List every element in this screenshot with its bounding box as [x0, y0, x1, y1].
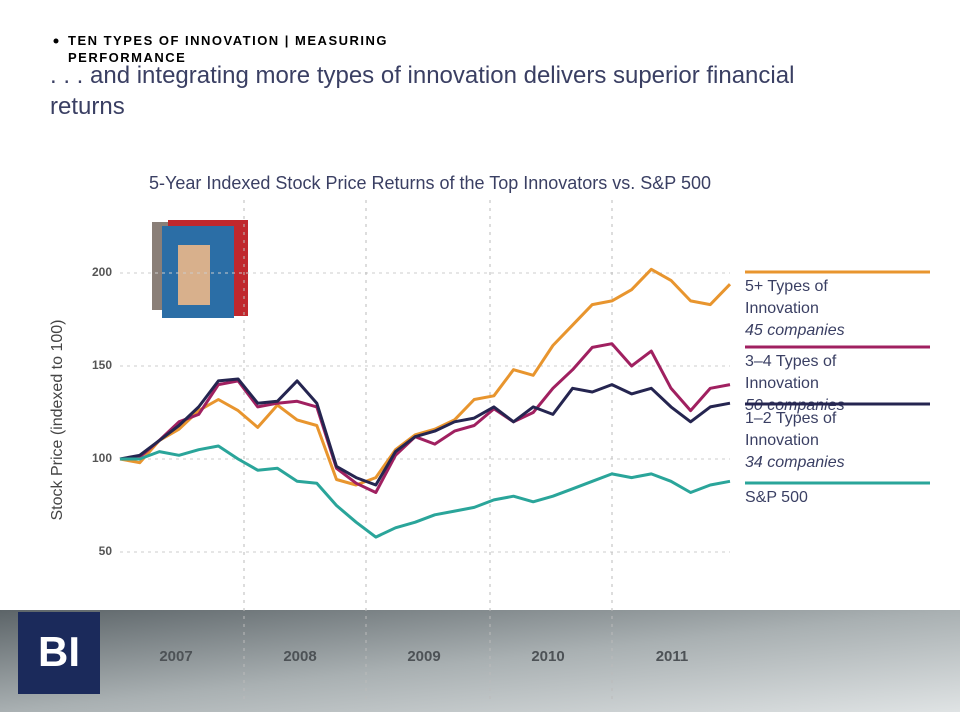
- series-line: [120, 444, 731, 539]
- title: . . . and integrating more types of inno…: [50, 62, 795, 120]
- title-box: . . . and integrating more types of inno…: [50, 62, 795, 120]
- x-tick-label: 2009: [407, 648, 440, 665]
- section: TEN TYPES OF INNOVATION | MEASURING PERF…: [68, 33, 389, 65]
- y-axis-label: Stock Price (indexed to 100): [49, 320, 66, 521]
- y-tick-label: 100: [92, 451, 112, 465]
- chart-title-box: 5-Year Indexed Stock Price Returns of th…: [149, 173, 711, 193]
- magazine: [152, 220, 248, 318]
- legend-note: 45 companies: [745, 322, 845, 339]
- legend-box: S&P 500: [745, 489, 808, 506]
- bottom-band: [0, 610, 960, 712]
- bullet: [53, 38, 59, 44]
- series-line: [119, 342, 731, 494]
- x-tick-label: 2008: [283, 648, 316, 665]
- x-tick-label: 2007: [159, 648, 192, 665]
- series-line: [119, 267, 732, 487]
- y-tick-label: 200: [92, 265, 112, 279]
- section-box: TEN TYPES OF INNOVATION | MEASURING PERF…: [68, 33, 389, 65]
- chart: 50 100 150 200 2007 2008 2009 2010 2011 5+ Types …: [92, 200, 930, 700]
- legend-label: 5+ Types of Innovation: [745, 278, 828, 317]
- x-tick-label: 2010: [531, 648, 564, 665]
- legend-label: 1–2 Types of Innovation: [745, 410, 837, 449]
- logo-box: [18, 612, 100, 694]
- legend-label: S&P 500: [745, 489, 808, 506]
- logo: BI: [38, 628, 80, 675]
- x-tick-label: 2011: [656, 648, 689, 665]
- legend-note: 34 companies: [745, 454, 845, 471]
- series-line: [119, 377, 731, 487]
- chart-title: 5-Year Indexed Stock Price Returns of th…: [149, 173, 711, 193]
- legend-box: 1–2 Types of Innovation 34 companies: [745, 410, 845, 471]
- legend-label: 3–4 Types of Innovation: [745, 353, 837, 392]
- legend-box: 5+ Types of Innovation 45 companies: [745, 278, 845, 339]
- y-tick-label: 50: [99, 544, 113, 558]
- y-tick-label: 150: [92, 358, 112, 372]
